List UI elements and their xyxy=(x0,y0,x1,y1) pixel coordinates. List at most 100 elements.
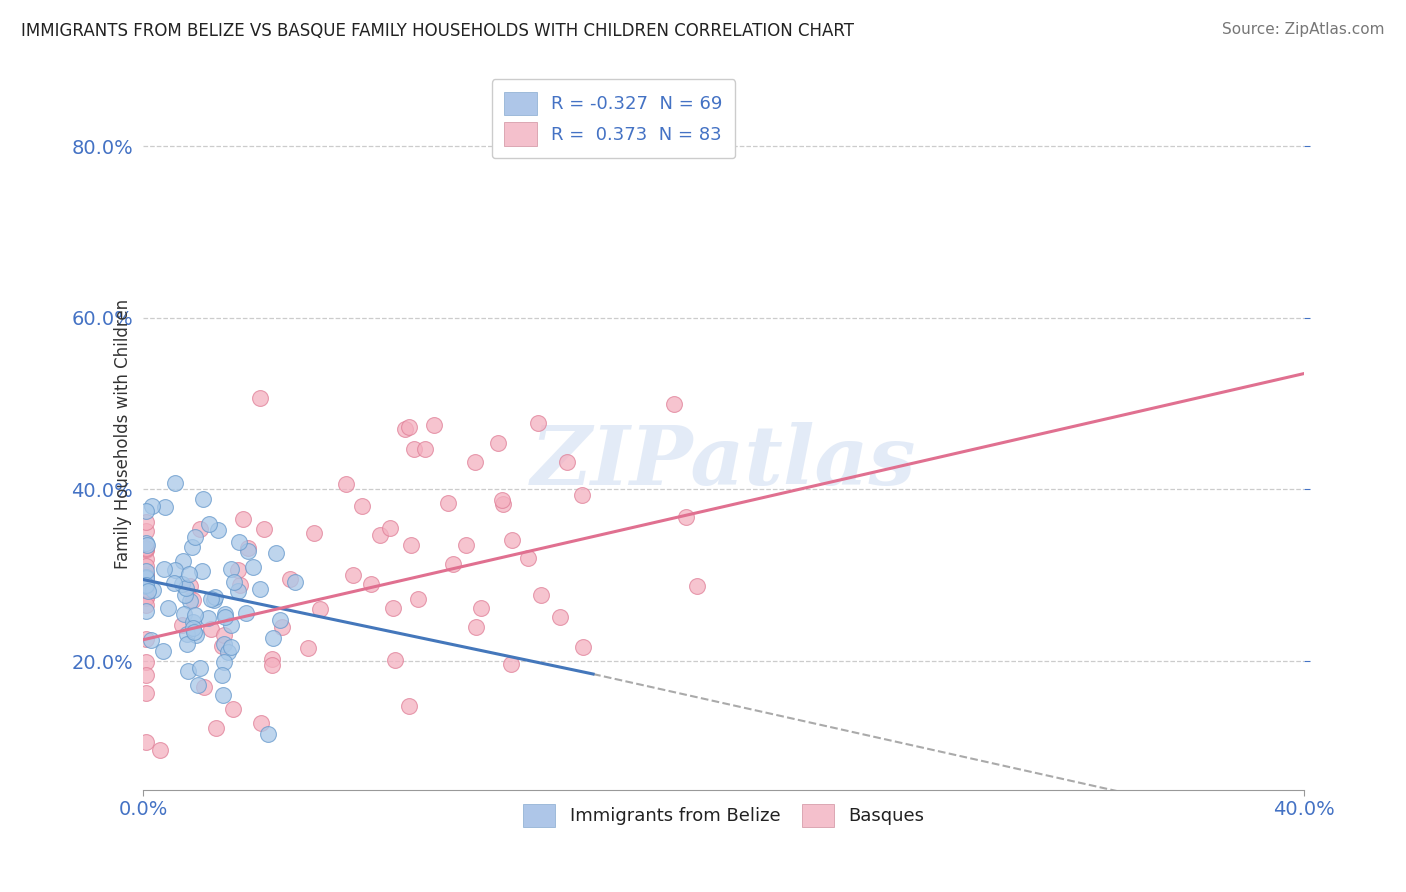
Point xyxy=(135,542,157,557)
Point xyxy=(135,570,157,584)
Point xyxy=(135,567,157,582)
Point xyxy=(402,442,425,456)
Point xyxy=(501,533,523,547)
Point xyxy=(172,553,194,567)
Point xyxy=(350,499,373,513)
Point xyxy=(172,576,194,591)
Point xyxy=(571,640,593,654)
Point xyxy=(163,475,186,490)
Point xyxy=(153,500,176,514)
Point xyxy=(378,521,401,535)
Point xyxy=(184,628,207,642)
Point xyxy=(406,592,429,607)
Point xyxy=(214,607,236,621)
Point xyxy=(181,593,204,607)
Point xyxy=(165,564,187,578)
Point xyxy=(179,594,201,608)
Point xyxy=(550,610,572,624)
Point xyxy=(135,668,157,682)
Point xyxy=(214,610,236,624)
Point xyxy=(530,588,553,602)
Text: IMMIGRANTS FROM BELIZE VS BASQUE FAMILY HOUSEHOLDS WITH CHILDREN CORRELATION CHA: IMMIGRANTS FROM BELIZE VS BASQUE FAMILY … xyxy=(21,22,853,40)
Point xyxy=(135,579,157,593)
Point xyxy=(368,528,391,542)
Point xyxy=(193,680,215,694)
Point xyxy=(222,574,245,589)
Point xyxy=(571,488,593,502)
Point xyxy=(394,422,416,436)
Point xyxy=(257,726,280,740)
Point xyxy=(204,590,226,604)
Point xyxy=(135,605,157,619)
Point xyxy=(188,660,211,674)
Point xyxy=(214,628,236,642)
Point xyxy=(173,607,195,622)
Point xyxy=(229,578,252,592)
Point xyxy=(135,568,157,582)
Point xyxy=(211,667,233,681)
Point xyxy=(413,442,436,457)
Point xyxy=(135,578,157,592)
Point xyxy=(153,561,176,575)
Point xyxy=(191,565,214,579)
Point xyxy=(228,534,250,549)
Point xyxy=(207,523,229,537)
Point xyxy=(226,564,249,578)
Point xyxy=(269,613,291,627)
Point xyxy=(266,546,288,560)
Text: ZIPatlas: ZIPatlas xyxy=(531,422,917,502)
Point xyxy=(135,558,157,573)
Point xyxy=(156,601,179,615)
Point xyxy=(470,600,492,615)
Point xyxy=(181,615,204,629)
Point xyxy=(436,496,458,510)
Point xyxy=(200,591,222,606)
Point xyxy=(181,621,204,635)
Point xyxy=(198,516,221,531)
Point xyxy=(675,509,697,524)
Point xyxy=(423,418,446,433)
Point xyxy=(252,522,274,536)
Point xyxy=(249,582,271,596)
Point xyxy=(176,627,198,641)
Point xyxy=(342,568,364,582)
Point xyxy=(465,620,488,634)
Point xyxy=(262,631,284,645)
Point xyxy=(135,515,157,529)
Point xyxy=(135,632,157,647)
Point xyxy=(238,541,260,555)
Point xyxy=(197,611,219,625)
Text: Source: ZipAtlas.com: Source: ZipAtlas.com xyxy=(1222,22,1385,37)
Point xyxy=(149,743,172,757)
Point xyxy=(271,620,294,634)
Y-axis label: Family Households with Children: Family Households with Children xyxy=(114,299,132,569)
Point xyxy=(135,569,157,583)
Point xyxy=(135,551,157,566)
Point xyxy=(456,538,478,552)
Point xyxy=(138,584,160,599)
Point xyxy=(135,571,157,585)
Point xyxy=(174,588,197,602)
Point xyxy=(200,623,222,637)
Legend: Immigrants from Belize, Basques: Immigrants from Belize, Basques xyxy=(516,797,932,834)
Point xyxy=(135,524,157,538)
Point xyxy=(142,582,165,597)
Point xyxy=(187,678,209,692)
Point xyxy=(135,735,157,749)
Point xyxy=(501,657,523,671)
Point xyxy=(232,512,254,526)
Point xyxy=(135,571,157,585)
Point xyxy=(135,564,157,578)
Point xyxy=(381,600,404,615)
Point xyxy=(309,602,332,616)
Point xyxy=(222,702,245,716)
Point xyxy=(278,572,301,586)
Point xyxy=(184,530,207,544)
Point xyxy=(662,397,685,411)
Point xyxy=(135,655,157,669)
Point xyxy=(217,645,239,659)
Point xyxy=(141,500,163,514)
Point xyxy=(135,536,157,550)
Point xyxy=(335,477,357,491)
Point xyxy=(177,566,200,581)
